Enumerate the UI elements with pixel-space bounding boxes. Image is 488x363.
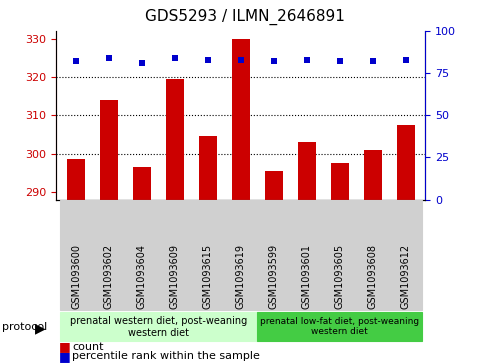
Bar (100, 100, 118, 200)
Bar (199, 136, 217, 200)
Bar (165, 79, 183, 200)
Text: ■: ■ (59, 350, 70, 363)
Bar (67, 159, 85, 200)
Bar (363, 150, 381, 200)
Text: GSM1093600: GSM1093600 (71, 244, 81, 309)
Bar (330, 163, 348, 200)
Text: GSM1093601: GSM1093601 (301, 244, 311, 309)
Text: prenatal western diet, post-weaning
western diet: prenatal western diet, post-weaning west… (70, 316, 246, 338)
Text: GSM1093602: GSM1093602 (104, 244, 114, 309)
Text: percentile rank within the sample: percentile rank within the sample (72, 351, 260, 362)
Text: GSM1093605: GSM1093605 (334, 244, 344, 309)
Bar (231, 38, 249, 200)
Text: GSM1093619: GSM1093619 (235, 244, 245, 309)
Text: GDS5293 / ILMN_2646891: GDS5293 / ILMN_2646891 (144, 9, 344, 25)
Text: ■: ■ (59, 340, 70, 354)
Text: GSM1093609: GSM1093609 (169, 244, 180, 309)
Text: GSM1093615: GSM1093615 (203, 244, 212, 309)
Text: GSM1093608: GSM1093608 (367, 244, 377, 309)
Text: count: count (72, 342, 103, 352)
Text: GSM1093604: GSM1093604 (137, 244, 146, 309)
Bar (396, 125, 414, 200)
Bar (264, 171, 282, 200)
Text: protocol: protocol (2, 322, 48, 332)
Text: GSM1093599: GSM1093599 (268, 244, 278, 309)
Text: prenatal low-fat diet, post-weaning
western diet: prenatal low-fat diet, post-weaning west… (260, 317, 418, 337)
Text: ▶: ▶ (35, 322, 46, 335)
Text: GSM1093612: GSM1093612 (400, 244, 410, 309)
Bar (133, 167, 151, 200)
Bar (297, 142, 315, 200)
